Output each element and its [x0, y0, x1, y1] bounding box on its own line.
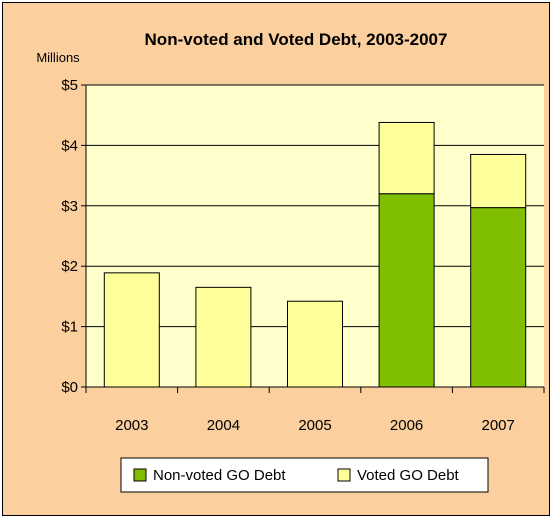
bar-voted-2004: [196, 287, 251, 387]
bar-non-voted-2006: [379, 194, 434, 387]
chart-title: Non-voted and Voted Debt, 2003-2007: [145, 30, 448, 49]
y-tick-label: $5: [61, 77, 78, 94]
legend: Non-voted GO Debt Voted GO Debt: [121, 458, 488, 492]
y-tick-label: $0: [61, 379, 78, 396]
x-tick-labels: 2003 2004 2005 2006 2007: [115, 417, 515, 434]
y-tick-label: $2: [61, 258, 78, 275]
bar-voted-2007: [471, 154, 526, 207]
bar-voted-2005: [288, 301, 343, 387]
bar-voted-2003: [104, 273, 159, 387]
x-tick-label: 2003: [115, 417, 148, 434]
unit-label: Millions: [36, 50, 80, 65]
y-tick-labels: $0 $1 $2 $3 $4 $5: [61, 77, 78, 396]
x-tick-label: 2006: [390, 417, 423, 434]
x-tick-label: 2004: [207, 417, 240, 434]
bar-non-voted-2007: [471, 208, 526, 387]
y-tick-label: $1: [61, 319, 78, 336]
bar-voted-2006: [379, 122, 434, 193]
legend-swatch-non-voted: [134, 469, 146, 481]
legend-swatch-voted: [338, 469, 350, 481]
y-tick-label: $3: [61, 198, 78, 215]
x-tick-label: 2005: [298, 417, 331, 434]
legend-label-non-voted: Non-voted GO Debt: [153, 467, 286, 484]
legend-label-voted: Voted GO Debt: [357, 467, 460, 484]
y-tick-label: $4: [61, 137, 78, 154]
x-tick-label: 2007: [482, 417, 515, 434]
